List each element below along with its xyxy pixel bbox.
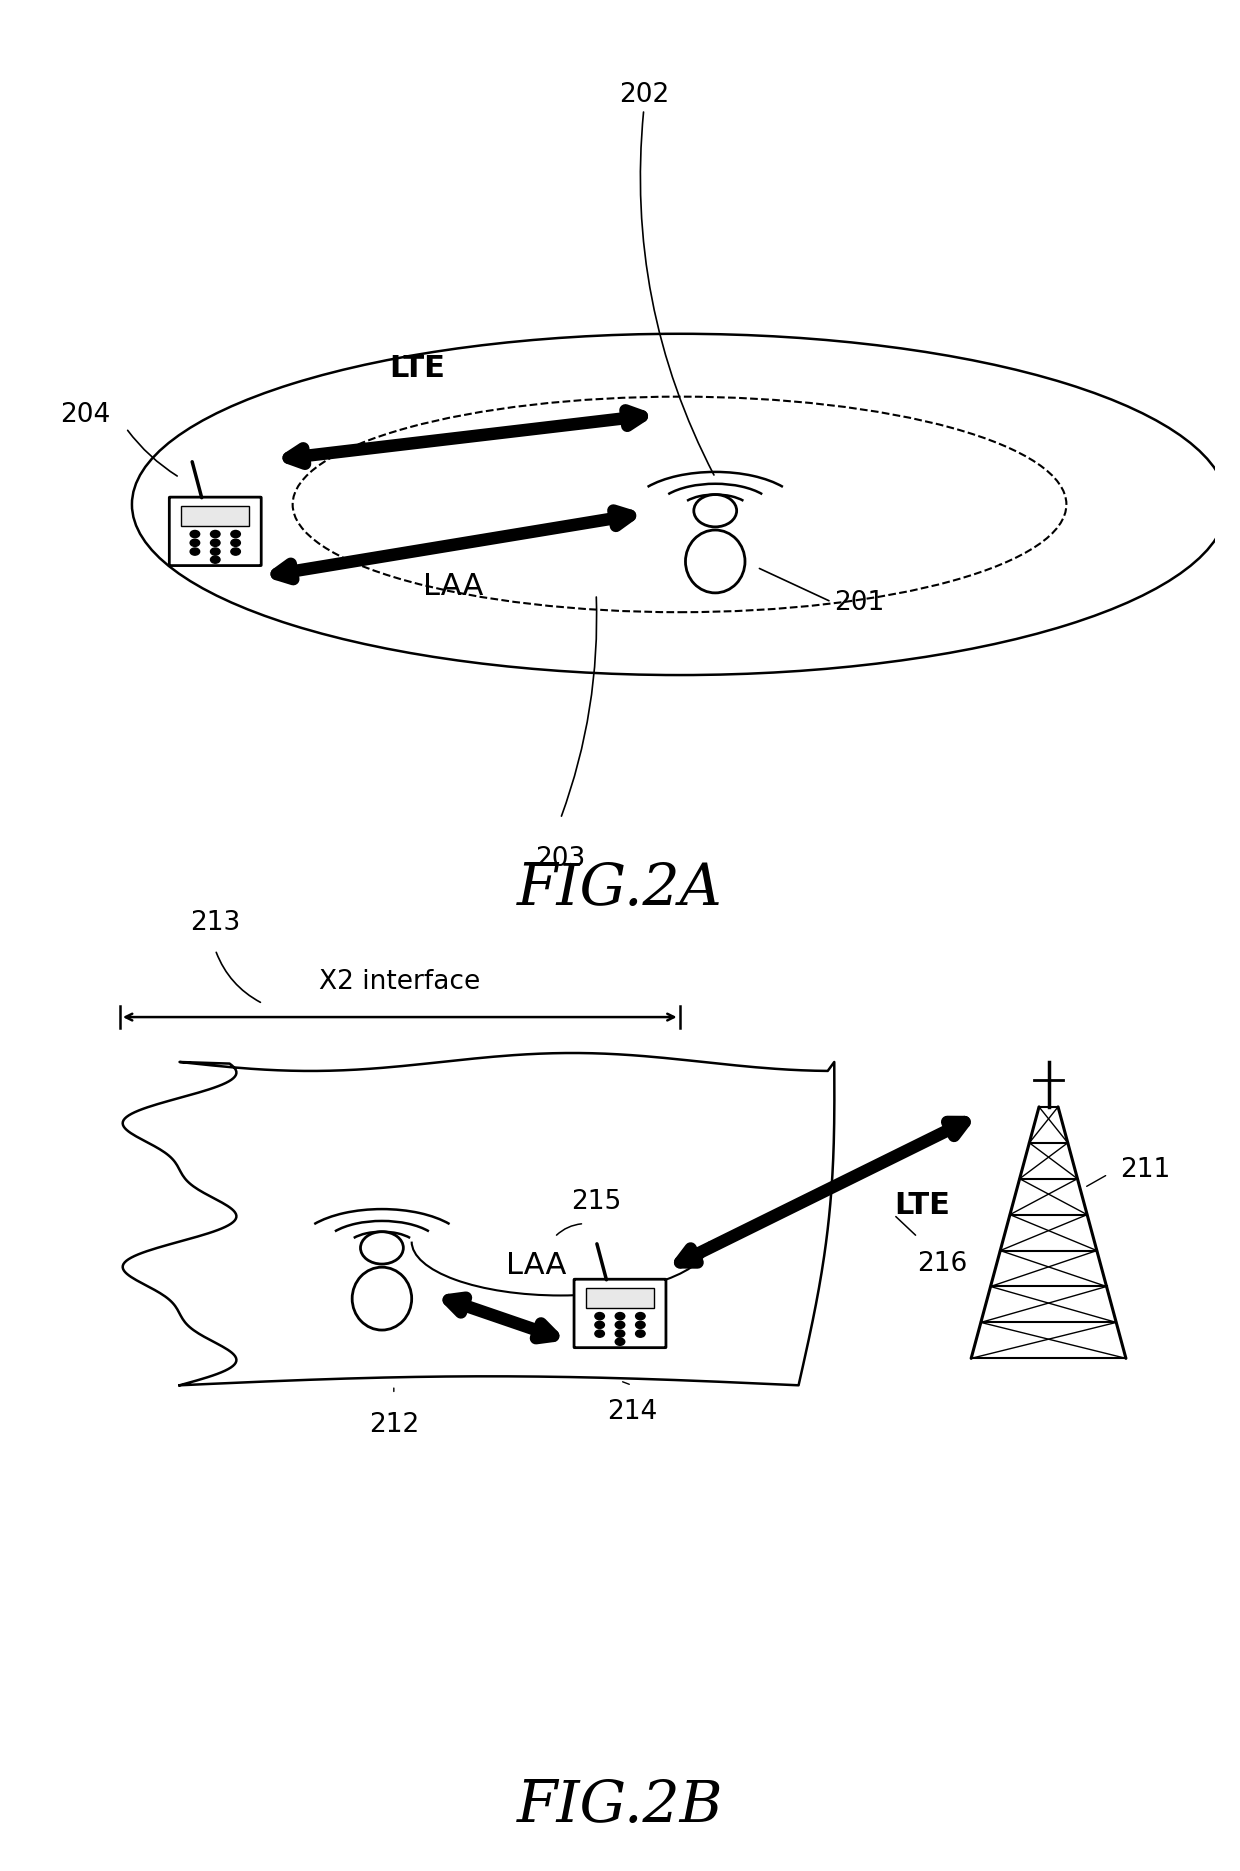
Text: LTE: LTE	[389, 354, 445, 384]
Text: LAA: LAA	[423, 573, 484, 601]
Circle shape	[361, 1231, 403, 1265]
Circle shape	[636, 1321, 645, 1328]
Circle shape	[190, 539, 200, 546]
FancyBboxPatch shape	[574, 1280, 666, 1347]
Text: 212: 212	[368, 1413, 419, 1439]
Circle shape	[636, 1330, 645, 1338]
Text: X2 interface: X2 interface	[319, 969, 480, 995]
Text: LAA: LAA	[506, 1250, 567, 1280]
Text: FIG.2B: FIG.2B	[517, 1777, 723, 1834]
Circle shape	[190, 548, 200, 556]
Text: 203: 203	[536, 846, 585, 872]
Circle shape	[615, 1338, 625, 1345]
Bar	[181, 505, 249, 526]
Ellipse shape	[352, 1267, 412, 1330]
Text: 215: 215	[572, 1188, 621, 1214]
Circle shape	[211, 548, 219, 556]
Text: 201: 201	[759, 569, 884, 616]
Text: 204: 204	[61, 402, 110, 428]
Circle shape	[615, 1313, 625, 1319]
Circle shape	[595, 1330, 604, 1338]
Text: 202: 202	[619, 82, 668, 109]
Circle shape	[595, 1313, 604, 1319]
Circle shape	[636, 1313, 645, 1319]
Text: 213: 213	[190, 911, 241, 936]
Ellipse shape	[686, 529, 745, 593]
Circle shape	[231, 539, 241, 546]
Bar	[587, 1287, 653, 1308]
Circle shape	[211, 531, 219, 537]
FancyBboxPatch shape	[170, 498, 262, 565]
Circle shape	[694, 494, 737, 528]
Text: 214: 214	[606, 1400, 657, 1424]
Circle shape	[595, 1321, 604, 1328]
Circle shape	[211, 539, 219, 546]
Circle shape	[615, 1330, 625, 1338]
Text: 216: 216	[918, 1250, 968, 1276]
Text: 211: 211	[1120, 1156, 1171, 1182]
Text: LTE: LTE	[894, 1192, 950, 1220]
Circle shape	[231, 531, 241, 537]
Circle shape	[211, 556, 219, 563]
Circle shape	[190, 531, 200, 537]
Circle shape	[615, 1321, 625, 1328]
Text: FIG.2A: FIG.2A	[517, 861, 723, 917]
Circle shape	[231, 548, 241, 556]
